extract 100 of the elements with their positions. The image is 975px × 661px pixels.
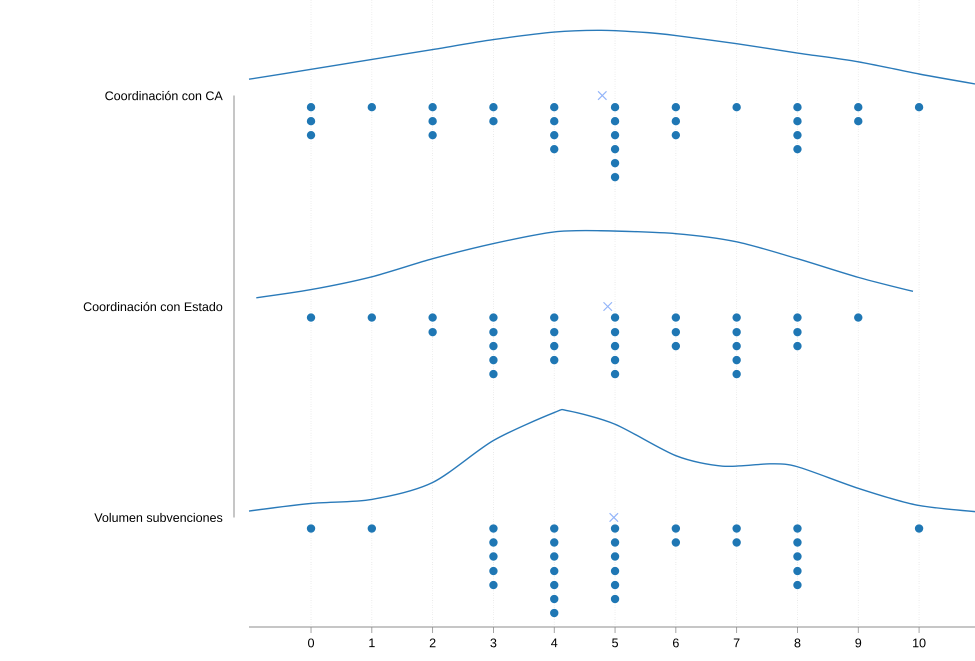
point [550,328,558,336]
point [732,538,741,547]
point [550,130,558,140]
point [610,566,620,576]
point [672,130,680,140]
point [489,552,498,561]
point [428,328,437,336]
point [610,594,620,604]
point [489,328,498,336]
point [610,172,620,182]
point [550,103,558,112]
point [610,313,620,322]
point [854,313,862,322]
point [489,580,498,590]
point [608,512,619,522]
point [854,103,862,112]
point [610,356,620,364]
point [610,580,620,590]
point [368,103,376,112]
point [793,103,802,112]
point [550,117,558,126]
x-tick-label: 1 [369,638,375,648]
point [793,538,802,547]
point [732,524,741,533]
point [550,313,558,322]
point [610,144,620,154]
point [672,117,680,126]
point [854,117,862,126]
point [610,117,620,126]
x-tick-label: 9 [855,638,862,648]
point [732,313,741,322]
point [306,103,316,112]
point [550,580,558,590]
point [489,566,498,576]
point [610,370,620,378]
point [550,144,558,154]
point [550,538,558,547]
point [793,552,802,561]
point [793,313,802,322]
point [550,608,558,618]
point [550,524,558,533]
point [428,130,437,140]
point [793,144,802,154]
text: Coordinación con Estado [84,302,222,312]
point [610,342,620,350]
point [610,130,620,140]
point [306,524,316,533]
x-tick-label: 6 [673,638,679,648]
point [550,566,558,576]
point [672,103,680,112]
x-tick-label: 5 [612,638,618,648]
point [732,370,741,378]
x-tick-label: 0 [308,638,314,648]
point [368,313,376,322]
point [732,356,741,364]
point [672,524,680,533]
point [672,538,680,547]
point [793,342,802,350]
point [306,313,316,322]
x-tick-label: 4 [551,638,558,648]
point [610,524,620,533]
point [732,342,741,350]
point [306,117,316,126]
point [672,313,680,322]
x-tick-label: 2 [430,638,436,648]
text: Coordinación con CA [105,90,223,100]
point [428,313,437,322]
point [610,552,620,561]
point [489,103,498,112]
x-tick-label: 3 [490,638,496,648]
point [306,130,316,140]
point [489,356,498,364]
point [550,342,558,350]
point [550,552,558,561]
point [597,90,608,100]
point [914,524,924,533]
point [489,342,498,350]
point [428,103,437,112]
point [428,117,437,126]
point [610,103,620,112]
point [793,328,802,336]
point [489,370,498,378]
point [793,130,802,140]
point [550,594,558,604]
point [489,117,498,126]
point [914,103,924,112]
point [610,538,620,547]
point [602,302,613,312]
point [489,313,498,322]
point [672,342,680,350]
x-tick-label: 8 [794,638,800,648]
point [672,328,680,336]
point [793,524,802,533]
point [793,117,802,126]
point [489,538,498,547]
point [732,103,741,112]
point [368,524,376,533]
point [610,158,620,168]
point [793,580,802,590]
point [793,566,802,576]
